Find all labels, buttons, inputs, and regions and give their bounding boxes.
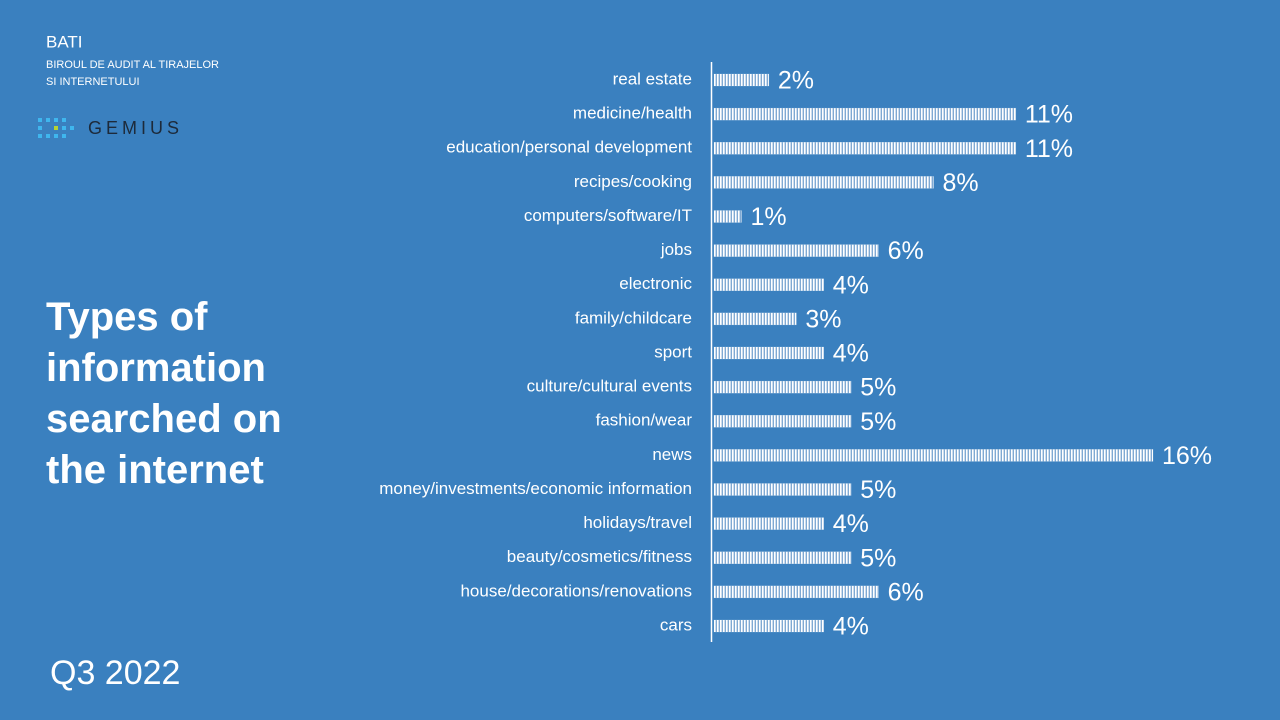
value-label: 8% bbox=[943, 169, 979, 197]
value-label: 1% bbox=[750, 203, 786, 231]
value-label: 6% bbox=[888, 578, 924, 606]
category-label: electronic bbox=[619, 274, 692, 293]
period: Q3 2022 bbox=[50, 654, 180, 692]
value-label: 16% bbox=[1162, 442, 1212, 470]
value-label: 4% bbox=[833, 613, 869, 641]
category-label: culture/cultural events bbox=[527, 377, 692, 396]
category-label: computers/software/IT bbox=[524, 206, 692, 225]
bar bbox=[713, 449, 1154, 462]
bar bbox=[713, 380, 852, 394]
category-label: money/investments/economic information bbox=[379, 479, 692, 498]
category-label: recipes/cooking bbox=[574, 172, 692, 191]
logo-dots bbox=[38, 118, 74, 138]
bar bbox=[713, 73, 770, 87]
value-label: 6% bbox=[888, 237, 924, 265]
value-label: 5% bbox=[860, 374, 896, 402]
value-label: 2% bbox=[778, 67, 814, 95]
category-label: holidays/travel bbox=[583, 513, 692, 532]
bar bbox=[713, 517, 824, 530]
bar bbox=[713, 278, 824, 291]
value-label: 11% bbox=[1025, 101, 1073, 129]
value-label: 5% bbox=[860, 544, 896, 572]
value-label: 3% bbox=[805, 305, 841, 333]
category-label: medicine/health bbox=[573, 104, 692, 123]
category-label: fashion/wear bbox=[596, 411, 693, 430]
bar bbox=[713, 346, 824, 360]
bar bbox=[713, 176, 934, 189]
category-label: jobs bbox=[660, 240, 692, 259]
logo-text: GEMIUS bbox=[88, 118, 183, 138]
bar bbox=[713, 210, 742, 223]
org-name: BATI bbox=[46, 32, 83, 51]
value-label: 5% bbox=[860, 476, 896, 504]
bar bbox=[713, 483, 852, 496]
category-label: house/decorations/renovations bbox=[460, 581, 692, 600]
bar bbox=[713, 107, 1017, 121]
value-label: 4% bbox=[833, 510, 869, 538]
category-label: beauty/cosmetics/fitness bbox=[507, 547, 692, 566]
bar bbox=[713, 312, 797, 326]
org-full: BIROUL DE AUDIT AL TIRAJELOR bbox=[46, 59, 219, 71]
category-label: family/childcare bbox=[575, 308, 692, 327]
category-label: news bbox=[652, 445, 692, 464]
org-full: SI INTERNETULUI bbox=[46, 76, 140, 88]
chart-title: Types of information searched on the int… bbox=[46, 295, 282, 492]
category-label: education/personal development bbox=[446, 138, 692, 157]
value-label: 4% bbox=[833, 340, 869, 368]
value-label: 11% bbox=[1025, 135, 1073, 163]
category-label: sport bbox=[654, 342, 692, 361]
category-label: real estate bbox=[613, 69, 692, 88]
value-label: 4% bbox=[833, 271, 869, 299]
category-label: cars bbox=[660, 615, 692, 634]
bar bbox=[713, 585, 879, 599]
bar bbox=[713, 551, 852, 564]
bar bbox=[713, 142, 1017, 155]
bar bbox=[713, 415, 852, 428]
value-label: 5% bbox=[860, 408, 896, 436]
bar bbox=[713, 244, 879, 257]
bar bbox=[713, 619, 824, 633]
